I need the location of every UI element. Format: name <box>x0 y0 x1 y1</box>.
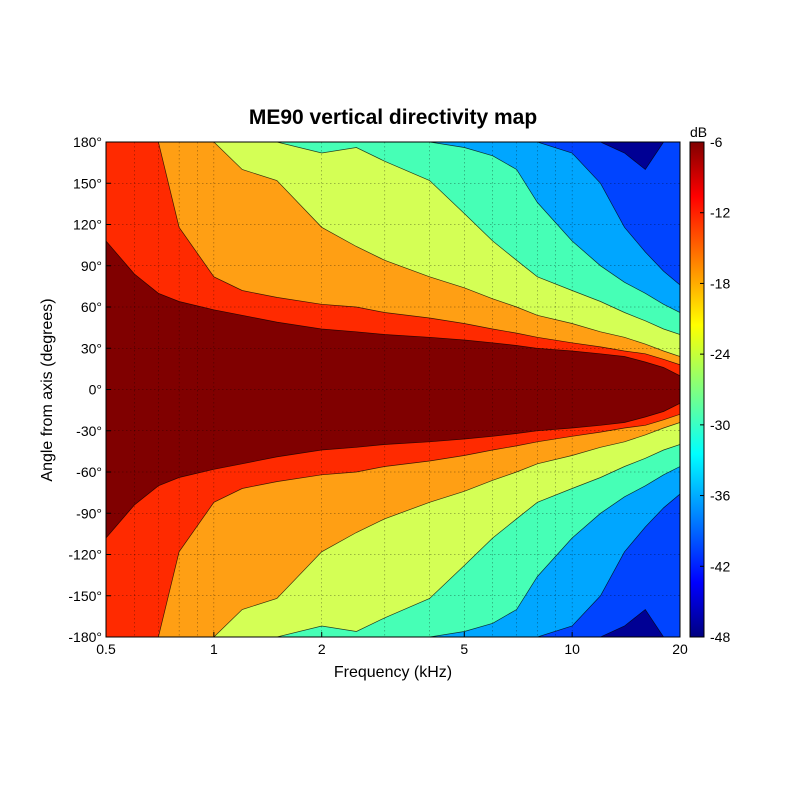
y-axis-ticks: 180° 150° 120° 90° 60° 30° 0° -30° -60° -90° -120°… <box>68 134 111 645</box>
y-tick-label: 150° <box>73 175 102 191</box>
y-tick-label: -150° <box>68 588 102 604</box>
contour-line-upper <box>106 142 680 313</box>
plot-area <box>106 142 680 637</box>
contour-line-upper <box>106 142 680 286</box>
contour-line-lower <box>106 608 680 637</box>
contour-bands <box>106 142 680 637</box>
chart-title: ME90 vertical directivity map <box>249 106 537 129</box>
colorbar-tick-label: -18 <box>710 275 730 291</box>
contour-line-lower <box>106 493 680 637</box>
y-tick-label: -90° <box>76 505 102 521</box>
contour-line-upper <box>106 240 680 377</box>
colorbar-tick-label: -36 <box>710 488 730 504</box>
colorbar <box>689 141 705 638</box>
colorbar-tick-label: -6 <box>710 134 723 150</box>
y-tick-label: -30° <box>76 423 102 439</box>
y-tick-label: -180° <box>68 629 102 645</box>
x-axis-label: Frequency (kHz) <box>334 664 452 681</box>
x-tick-label: 2 <box>318 641 326 657</box>
x-tick-label: 20 <box>672 641 688 657</box>
colorbar-unit: dB <box>690 124 707 140</box>
colorbar-tick-label: -42 <box>710 558 730 574</box>
y-tick-label: 90° <box>81 258 102 274</box>
contour-line-lower <box>106 413 680 637</box>
colorbar-tick-label: -48 <box>710 629 730 645</box>
x-tick-label: 5 <box>460 641 468 657</box>
y-tick-label: 120° <box>73 217 102 233</box>
contour-line-lower <box>106 466 680 637</box>
x-tick-label: 1 <box>210 641 218 657</box>
y-tick-label: 30° <box>81 340 102 356</box>
y-tick-label: -60° <box>76 464 102 480</box>
colorbar-tick-label: -12 <box>710 205 730 221</box>
x-tick-label: 0.5 <box>96 641 116 657</box>
colorbar-tick-label: -24 <box>710 346 730 362</box>
y-tick-label: 0° <box>89 382 102 398</box>
contour-line-upper <box>106 142 680 357</box>
contour-line-upper <box>106 142 680 171</box>
x-tick-label: 10 <box>564 641 580 657</box>
colorbar-ticks: -6 -12 -18 -24 -30 -36 -42 -48 <box>700 134 730 645</box>
x-axis-ticks: 0.5 1 2 5 10 20 <box>96 632 688 657</box>
y-tick-label: 60° <box>81 299 102 315</box>
contour-line-upper <box>106 142 680 335</box>
colorbar-tick-label: -30 <box>710 417 730 433</box>
y-tick-label: -120° <box>68 547 102 563</box>
contour-line-lower <box>106 402 680 539</box>
contour-band-m9db <box>106 241 680 538</box>
y-tick-label: 180° <box>73 134 102 150</box>
y-axis-label: Angle from axis (degrees) <box>39 298 56 481</box>
grid-lines <box>106 142 680 637</box>
